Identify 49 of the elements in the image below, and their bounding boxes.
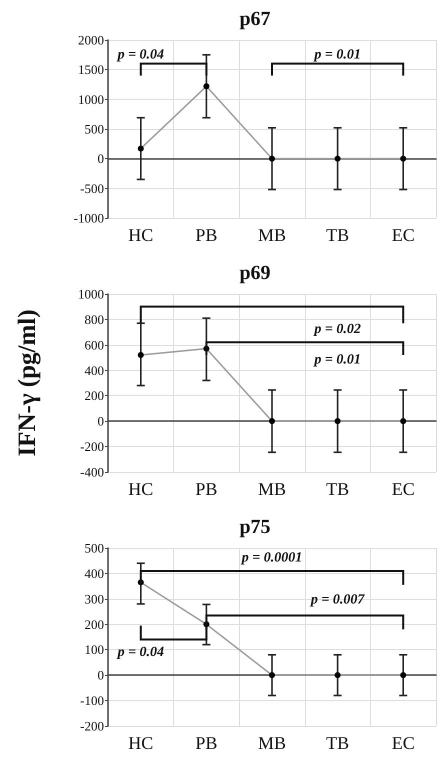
y-tick-label: 1500 <box>78 62 104 78</box>
x-tick-label: PB <box>195 479 218 499</box>
y-tick-label: 200 <box>84 388 104 404</box>
y-tick-label: 100 <box>84 642 104 658</box>
y-tick-label: 1000 <box>78 92 104 107</box>
annotation: p = 0.02 <box>313 322 361 338</box>
x-tick-label: TB <box>326 479 350 499</box>
y-tick-label: -1000 <box>74 210 104 226</box>
y-tick-label: 800 <box>84 312 104 327</box>
x-tick-label: PB <box>195 225 218 245</box>
y-axis-title: IFN-γ (pg/ml) <box>14 309 41 457</box>
annotation: p = 0.01 <box>313 352 361 368</box>
y-tick-label: 300 <box>84 591 104 606</box>
x-tick-label: MB <box>258 733 286 753</box>
y-tick-label: 0 <box>98 668 104 683</box>
y-tick-label: 200 <box>84 616 104 632</box>
x-tick-label: EC <box>392 225 415 245</box>
y-tick-label: 0 <box>98 414 104 429</box>
y-tick-label: 500 <box>84 540 104 556</box>
y-tick-label: -100 <box>80 693 104 708</box>
x-tick-label: HC <box>128 225 154 245</box>
y-tick-label: 500 <box>84 122 104 136</box>
y-tick-label: 2000 <box>78 32 104 48</box>
chart-title: p67 <box>239 8 271 30</box>
y-tick-label: -500 <box>80 180 104 196</box>
y-tick-label: 400 <box>84 362 104 378</box>
x-tick-label: MB <box>258 479 286 499</box>
annotation: p = 0.01 <box>313 47 361 62</box>
y-tick-label: 0 <box>98 151 104 166</box>
annotation: p = 0.04 <box>116 644 164 660</box>
annotation: p = 0.007 <box>310 592 366 608</box>
x-tick-label: TB <box>326 225 350 245</box>
x-tick-label: EC <box>392 733 415 753</box>
annotation: p = 0.0001 <box>240 550 302 566</box>
y-tick-label: 1000 <box>78 286 104 302</box>
x-tick-label: EC <box>392 479 415 499</box>
y-tick-label: 400 <box>84 566 104 581</box>
x-tick-label: HC <box>128 733 154 753</box>
y-tick-label: 600 <box>84 337 104 352</box>
y-tick-label: -200 <box>80 718 104 734</box>
y-tick-label: -200 <box>80 439 104 454</box>
chart-title: p69 <box>239 262 271 284</box>
x-tick-label: HC <box>128 479 154 499</box>
x-tick-label: PB <box>195 733 218 753</box>
y-tick-label: -400 <box>80 464 104 480</box>
annotation: p = 0.04 <box>116 47 164 62</box>
chart-title: p75 <box>239 516 271 538</box>
x-tick-label: MB <box>258 225 286 245</box>
x-tick-label: TB <box>326 733 350 753</box>
